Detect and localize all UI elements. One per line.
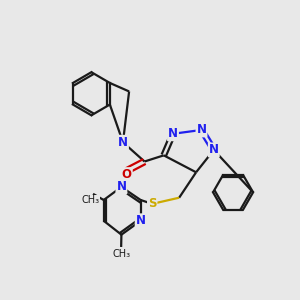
Text: CH₃: CH₃: [112, 248, 130, 259]
Text: N: N: [118, 136, 128, 149]
Text: N: N: [136, 214, 146, 227]
Text: CH₃: CH₃: [82, 195, 100, 206]
Text: O: O: [122, 168, 132, 181]
Text: N: N: [196, 123, 206, 136]
Text: N: N: [168, 127, 178, 140]
Text: N: N: [209, 143, 219, 157]
Text: S: S: [148, 197, 157, 210]
Text: N: N: [116, 180, 126, 194]
